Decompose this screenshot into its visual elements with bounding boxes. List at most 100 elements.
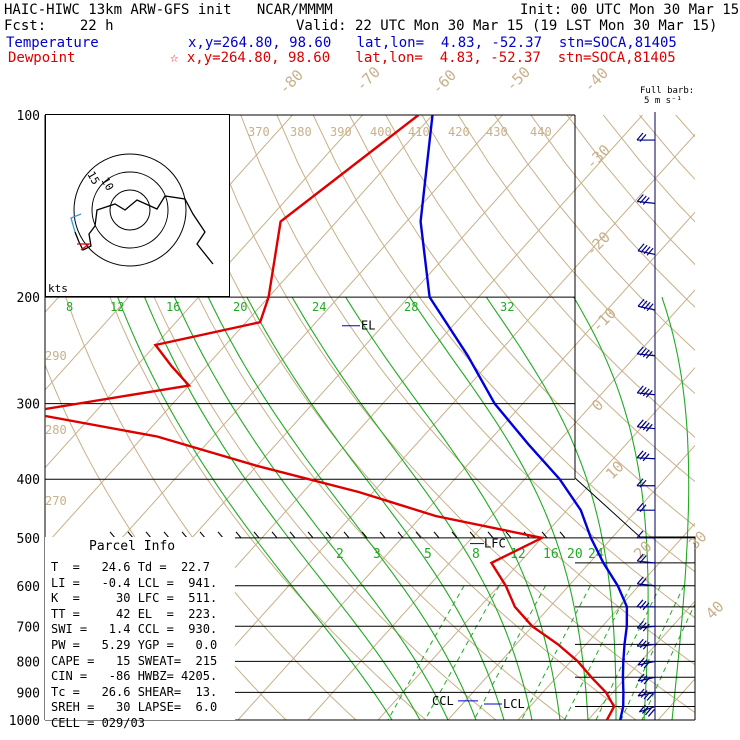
dry-adiabat-line (530, 115, 695, 308)
moist-adiabat-line (345, 296, 561, 720)
dry-adiabat-label: 430 (486, 125, 508, 139)
mixing-ratio-line (387, 585, 465, 720)
wind-barb-flag (639, 479, 647, 488)
dry-adiabat-line (95, 115, 497, 720)
wind-barb-flag (643, 660, 651, 669)
moist-adiabat-label: 32 (500, 300, 514, 314)
dry-adiabat-label: 370 (248, 125, 270, 139)
el-label: EL (361, 319, 375, 333)
pressure-tick-label: 700 (17, 620, 40, 635)
isotherm-label: -70 (352, 63, 384, 95)
wind-barb-flag (645, 350, 653, 359)
wind-barb-shaft (637, 457, 656, 460)
mixing-ratio-line (595, 585, 661, 720)
wind-barb-flag (642, 602, 650, 611)
hodograph-ring-label: 15 (84, 169, 102, 187)
dry-adiabat-line (385, 115, 695, 483)
isotherm-line (377, 367, 695, 720)
isotherm-line (587, 600, 695, 720)
wind-barb-flag (639, 195, 647, 204)
temperature-legend-info: x,y=264.80, 98.60 lat,lon= 4.83, -52.37 … (188, 35, 677, 51)
isotherm-label: 40 (702, 597, 728, 623)
level-tick (253, 531, 260, 539)
wind-barb-flag (636, 478, 644, 487)
level-tick (127, 531, 134, 539)
wind-barb-flag (636, 132, 644, 141)
model-title: HAIC-HIWC 13km ARW-GFS init NCAR/MMMM (4, 2, 333, 18)
wind-barb-flag (640, 659, 648, 667)
dry-adiabat-label: 270 (45, 494, 67, 508)
ccl-label: CCL (432, 694, 454, 708)
isotherm-label: -60 (428, 66, 460, 98)
parcel-info-row: CAPE = 15 SWEAT= 215 (51, 653, 218, 668)
wind-barb-flag (636, 638, 644, 647)
level-tick (145, 531, 152, 539)
dry-adiabat-line (349, 115, 695, 527)
dry-adiabat-label: 420 (448, 125, 470, 139)
wind-barb-flag (639, 640, 647, 649)
wind-barb-flag (644, 707, 652, 716)
level-tick (307, 531, 314, 539)
wind-barb-flag (646, 693, 654, 701)
dry-adiabat-line (312, 115, 695, 573)
wind-barb-flag (646, 247, 654, 256)
wind-barb-flag (645, 389, 653, 398)
wind-barb-flag (642, 641, 650, 650)
moist-adiabat-label: 28 (404, 300, 418, 314)
valid-time: Valid: 22 UTC Mon 30 Mar 15 (19 LST Mon … (296, 18, 718, 34)
pressure-tick-label: 100 (17, 109, 40, 124)
isotherm-label: -40 (580, 64, 612, 96)
wind-barb-flag (636, 553, 644, 562)
wind-barb-flag (639, 347, 647, 356)
wind-barb-shaft (637, 426, 656, 430)
level-tick (559, 531, 566, 539)
wind-barb-flag (642, 349, 650, 358)
pressure-tick-label: 400 (17, 473, 40, 488)
dry-adiabat-line (675, 115, 695, 138)
dry-adiabat-line (494, 115, 695, 351)
pressure-tick-label: 600 (17, 580, 40, 595)
hodograph-units-label: kts (48, 282, 68, 295)
wind-barb-flag (636, 194, 644, 202)
wind-barb-shaft (637, 583, 656, 587)
isotherm-label: 10 (602, 457, 628, 483)
temperature-legend-label: Temperature (6, 35, 99, 51)
hodograph-trace-upper (74, 195, 214, 265)
forecast-hour: Fcst: 22 h (4, 18, 114, 34)
wind-barb-flag (643, 301, 651, 310)
dry-adiabat-label: 290 (45, 349, 67, 363)
dewpoint-legend-label: Dewpoint (8, 50, 76, 66)
wind-barb-flag (639, 555, 647, 563)
wind-barb-shaft (637, 305, 656, 311)
dry-adiabat-line (276, 115, 695, 619)
dry-adiabat-line (566, 115, 695, 266)
mixing-ratio-label: 8 (472, 547, 480, 562)
wind-barb-flag (639, 622, 647, 631)
wind-barb-flag (637, 243, 645, 252)
level-tick (451, 531, 458, 539)
dry-adiabat-line (240, 115, 695, 666)
wind-barb-flag (636, 502, 644, 511)
parcel-info-row: CELL = 029/03 (51, 716, 145, 730)
wind-barb-flag (642, 422, 650, 431)
moist-adiabat-label: 24 (312, 300, 326, 314)
pressure-tick-label: 500 (17, 532, 40, 547)
wind-barb-flag (637, 657, 645, 666)
hodograph-ring-label: 10 (98, 175, 116, 193)
wind-barb-flag (642, 388, 650, 397)
dewpoint-profile (45, 115, 616, 720)
parcel-info-row: PW = 5.29 YGP = 0.0 (51, 638, 218, 652)
wind-barb-flag (640, 300, 648, 309)
wind-barb-flag (641, 706, 649, 714)
level-tick (469, 531, 476, 539)
level-tick (397, 531, 404, 539)
wind-barb-shaft (637, 200, 656, 205)
isotherm-line (45, 115, 363, 469)
isotherm-line (517, 522, 695, 720)
level-tick (541, 531, 548, 539)
mixing-ratio-label: 20 (567, 547, 583, 562)
parcel-info-row: LI = -0.4 LCL = 941. (51, 575, 218, 590)
wind-barb-flag (646, 303, 654, 312)
hodograph: 15 10 kts (45, 114, 230, 297)
